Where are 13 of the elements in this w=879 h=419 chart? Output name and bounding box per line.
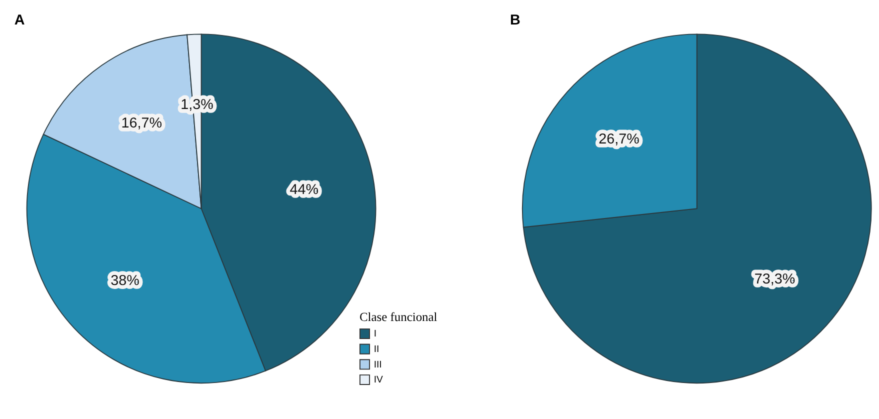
data-label: 44% [290,182,319,198]
data-label: 38% [110,273,140,290]
legend-title: Clase funcional [359,310,438,324]
pie-slice [522,34,872,384]
chart-title: A [14,12,25,29]
data-label: 16,7% [121,115,162,132]
legend-label: IV [374,374,384,386]
legend-label: III [374,359,382,370]
data-label: 73,3% [754,271,796,288]
chart-title: B [510,12,520,29]
legend-label: II [374,344,380,355]
legend-label: I [374,328,377,340]
data-label: 26,7% [598,131,640,148]
